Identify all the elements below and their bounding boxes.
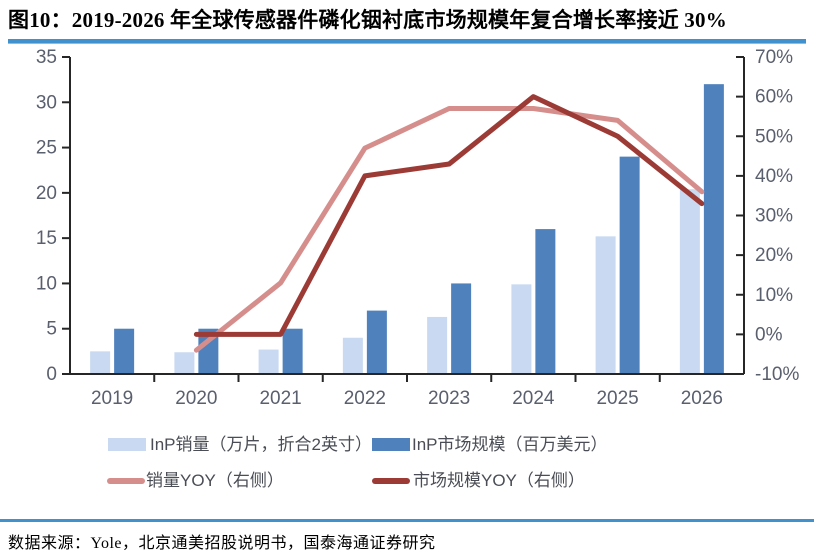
svg-text:35: 35 xyxy=(36,47,57,68)
svg-text:20: 20 xyxy=(36,183,57,204)
svg-text:2026: 2026 xyxy=(681,388,723,409)
figure-title: 图10：2019-2026 年全球传感器件磷化铟衬底市场规模年复合增长率接近 3… xyxy=(8,8,727,32)
figure-header: 图10：2019-2026 年全球传感器件磷化铟衬底市场规模年复合增长率接近 3… xyxy=(0,0,814,44)
svg-text:25: 25 xyxy=(36,138,57,159)
legend-swatch-market-yoy xyxy=(372,478,410,484)
svg-text:2020: 2020 xyxy=(175,388,217,409)
svg-text:10%: 10% xyxy=(755,285,793,306)
legend-label-market-yoy: 市场规模YOY（右侧） xyxy=(413,471,585,490)
svg-text:2024: 2024 xyxy=(512,388,555,409)
svg-text:2023: 2023 xyxy=(428,388,470,409)
combo-chart: 05101520253035-10%0%10%20%30%40%50%60%70… xyxy=(36,47,800,409)
svg-text:0%: 0% xyxy=(755,324,783,345)
svg-text:5: 5 xyxy=(46,319,57,340)
svg-text:50%: 50% xyxy=(755,126,793,147)
svg-text:30: 30 xyxy=(36,92,57,113)
legend-swatch-sales-yoy xyxy=(107,478,145,484)
svg-text:30%: 30% xyxy=(755,206,793,227)
svg-text:40%: 40% xyxy=(755,166,793,187)
data-source: 数据来源：Yole，北京通美招股说明书，国泰海通证券研究 xyxy=(8,535,436,552)
figure-footer: 数据来源：Yole，北京通美招股说明书，国泰海通证券研究 xyxy=(0,519,814,553)
legend-label-inp-market: InP市场规模（百万美元） xyxy=(412,435,608,454)
svg-text:60%: 60% xyxy=(755,87,793,108)
svg-text:2021: 2021 xyxy=(259,388,301,409)
svg-text:10: 10 xyxy=(36,273,57,294)
svg-text:20%: 20% xyxy=(755,245,793,266)
legend-swatch-inp-sales xyxy=(108,438,146,451)
svg-text:15: 15 xyxy=(36,228,57,249)
svg-text:-10%: -10% xyxy=(755,364,799,385)
header-rule-shadow xyxy=(8,43,806,44)
svg-text:0: 0 xyxy=(46,364,57,385)
legend-swatch-inp-market xyxy=(372,438,410,451)
svg-text:2019: 2019 xyxy=(91,388,133,409)
header-rule xyxy=(8,39,806,43)
chart-legend: InP销量（万片，折合2英寸） InP市场规模（百万美元） 销量YOY（右侧） … xyxy=(0,412,814,500)
chart-area: 0 5 10 15 20 25 30 35 -10% 0% 10% 20% 30% 40% 50% 60% 70… xyxy=(0,44,814,500)
svg-text:70%: 70% xyxy=(755,47,793,68)
footer-rule xyxy=(0,519,814,522)
legend-label-sales-yoy: 销量YOY（右侧） xyxy=(146,471,284,490)
legend-label-inp-sales: InP销量（万片，折合2英寸） xyxy=(150,435,372,454)
svg-text:2025: 2025 xyxy=(596,388,638,409)
svg-text:2022: 2022 xyxy=(344,388,386,409)
